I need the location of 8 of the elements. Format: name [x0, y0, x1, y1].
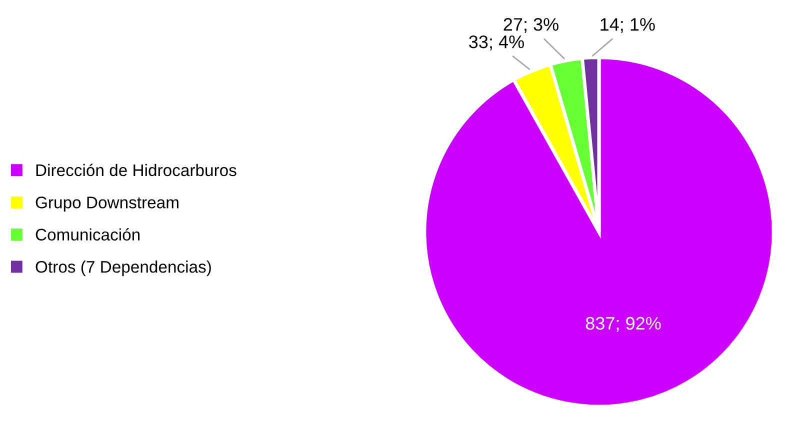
data-label: 27; 3%: [504, 18, 558, 33]
data-label: 14; 1%: [600, 18, 655, 33]
legend-label: Comunicación: [36, 228, 140, 241]
data-label: 837; 92%: [586, 316, 661, 332]
legend-label: Grupo Downstream: [36, 196, 178, 212]
legend-label: Otros (7 Dependencias): [36, 260, 211, 276]
legend-label: Dirección de Hidrocarburos: [36, 164, 236, 176]
data-label: 33; 4%: [469, 35, 524, 50]
